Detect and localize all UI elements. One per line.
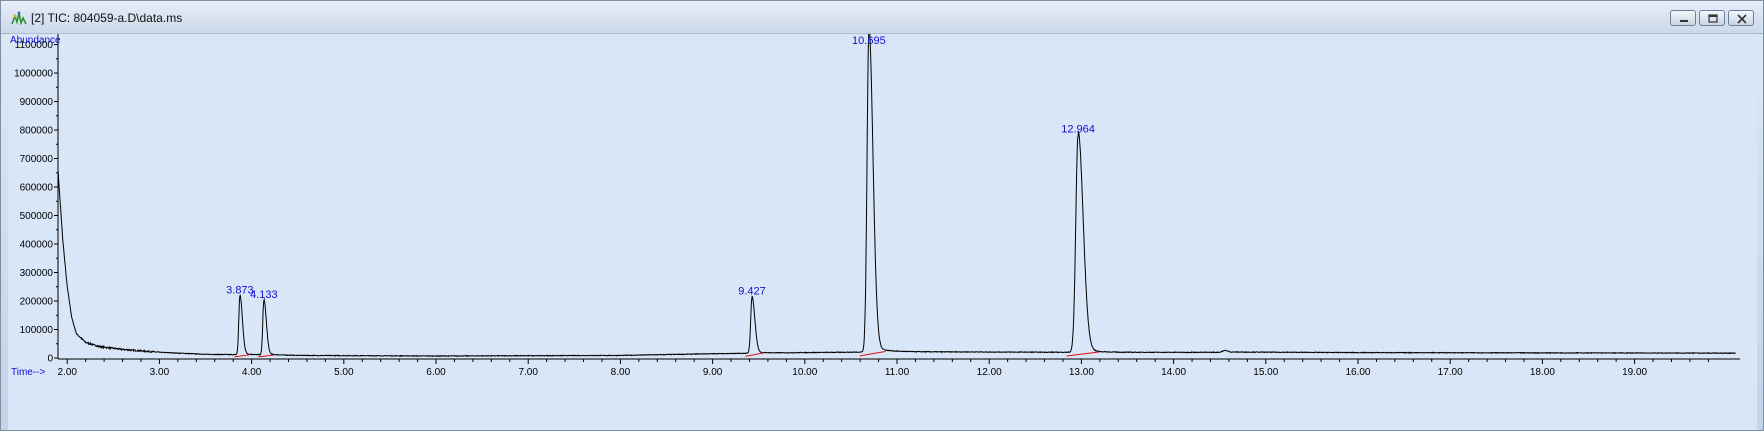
- x-tick-label: 17.00: [1438, 367, 1463, 378]
- close-button[interactable]: [1728, 10, 1754, 26]
- peak-integration-line: [258, 354, 274, 358]
- y-tick-label: 100000: [20, 325, 54, 336]
- y-tick-label: 500000: [20, 211, 54, 222]
- peak-label: 10.695: [852, 35, 886, 47]
- title-bar[interactable]: [2] TIC: 804059-a.D\data.ms: [1, 1, 1763, 34]
- y-tick-label: 300000: [20, 268, 54, 279]
- tic-trace-line: [57, 34, 1736, 358]
- y-tick-label: 200000: [20, 297, 54, 308]
- x-tick-label: 16.00: [1345, 367, 1370, 378]
- x-tick-label: 8.00: [611, 367, 631, 378]
- y-tick-label: 1100000: [15, 40, 54, 51]
- y-tick-label: 1000000: [14, 69, 53, 80]
- minimize-button[interactable]: [1670, 10, 1696, 26]
- y-tick-label: 800000: [20, 126, 54, 137]
- peak-integration-line: [234, 354, 250, 358]
- x-tick-label: 4.00: [242, 367, 262, 378]
- peak-label: 4.133: [250, 289, 278, 301]
- restore-icon: [1708, 14, 1718, 23]
- y-tick-label: 900000: [20, 97, 54, 108]
- y-tick-label: 700000: [20, 154, 54, 165]
- plot-area[interactable]: 0 100000 200000 300000 400000 500000 600000 700…: [8, 33, 1757, 430]
- x-tick-label: 12.00: [977, 367, 1002, 378]
- tic-chromatogram-chart: 0 100000 200000 300000 400000 500000 600000 700…: [10, 34, 1740, 378]
- restore-button[interactable]: [1699, 10, 1725, 26]
- peak-label: 3.873: [226, 284, 254, 296]
- x-axis-title: Time-->: [11, 367, 46, 378]
- y-tick-label: 0: [47, 354, 53, 365]
- y-tick-label: 400000: [20, 240, 54, 251]
- x-tick-label: 11.00: [885, 367, 910, 378]
- chromatogram-icon: [11, 11, 27, 26]
- peak-label: 12.964: [1061, 124, 1095, 136]
- minimize-icon: [1680, 20, 1688, 22]
- window-title: [2] TIC: 804059-a.D\data.ms: [31, 11, 183, 25]
- x-tick-label: 2.00: [57, 367, 77, 378]
- peak-integration-line: [859, 351, 886, 357]
- x-tick-label: 18.00: [1530, 367, 1555, 378]
- x-tick-label: 10.00: [792, 367, 817, 378]
- peak-integration-line: [745, 352, 764, 357]
- y-tick-label: 600000: [20, 183, 54, 194]
- peak-integration-line: [1066, 351, 1099, 357]
- x-tick-label: 7.00: [518, 367, 538, 378]
- x-tick-label: 5.00: [334, 367, 354, 378]
- peak-label: 9.427: [738, 286, 766, 298]
- x-tick-label: 15.00: [1253, 367, 1278, 378]
- x-tick-label: 6.00: [426, 367, 446, 378]
- x-tick-label: 19.00: [1622, 367, 1647, 378]
- x-tick-label: 13.00: [1069, 367, 1094, 378]
- close-icon: [1737, 14, 1747, 24]
- x-tick-label: 3.00: [150, 367, 170, 378]
- x-tick-label: 14.00: [1161, 367, 1186, 378]
- y-axis-title: Abundance: [10, 35, 61, 46]
- x-tick-label: 9.00: [703, 367, 723, 378]
